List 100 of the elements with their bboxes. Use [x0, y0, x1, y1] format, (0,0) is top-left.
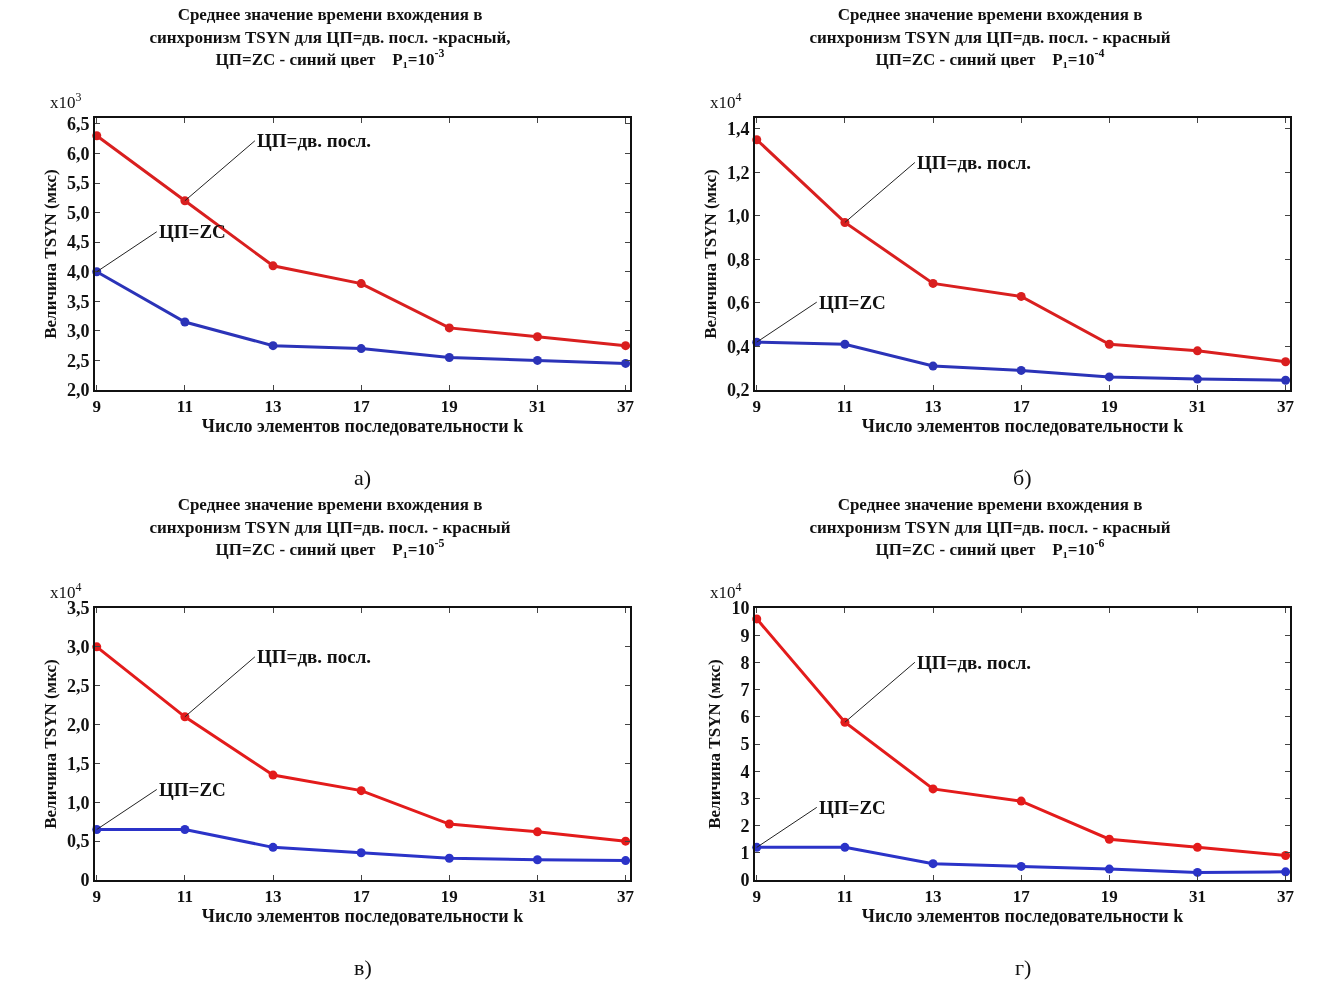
text: г)	[1015, 955, 1032, 980]
point	[1016, 291, 1026, 301]
point	[1104, 372, 1114, 382]
chart-title: Среднее значение времени вхождения в синхронизм TSYN для ЦП=дв. посл. - красный ЦП=ZC - синий цвет P₁=10$^{-6}$	[809, 495, 1171, 559]
point	[532, 355, 542, 365]
text: ЦП=дв. посл.	[257, 130, 372, 151]
point	[532, 332, 542, 342]
point	[356, 344, 366, 354]
x-axis-title: Число элементов последовательности k	[861, 906, 1184, 927]
x-tick-label: 13	[924, 887, 942, 907]
point	[621, 358, 631, 368]
text: ЦП=ZC	[159, 221, 226, 242]
point	[268, 261, 278, 271]
text: в)	[354, 955, 372, 980]
point	[356, 786, 366, 796]
x-tick-label: 17	[352, 397, 371, 417]
x-tick-label: 37	[617, 887, 635, 907]
x-tick-label: 13	[924, 397, 942, 417]
y-tick-label: 0	[740, 870, 750, 891]
y-tick-label: 0	[80, 870, 90, 891]
chart-title: Среднее значение времени вхождения в синхронизм TSYN для ЦП=дв. посл. - красный ЦП=ZC - синий цвет P₁=10$^{-5}$	[149, 495, 511, 559]
point	[532, 827, 542, 837]
y-tick-label: 1,0	[726, 206, 750, 227]
y-tick-label: 1,4	[726, 119, 750, 140]
y-tick-label: 2,5	[66, 676, 90, 697]
x-tick-label: 31	[528, 887, 546, 907]
x-tick-label: 11	[836, 397, 853, 417]
y-tick-label: 1,5	[66, 753, 90, 774]
point	[928, 361, 938, 371]
x-tick-label: 19	[440, 397, 458, 417]
y-tick-label: 6	[740, 707, 750, 728]
x-axis-title: Число элементов последовательности k	[201, 906, 524, 927]
series-label: ЦП=ZC	[819, 292, 886, 313]
y-tick-label: 3,0	[66, 321, 90, 342]
point	[1104, 339, 1114, 349]
y-tick-label: 3	[740, 788, 750, 809]
series-label: ЦП=ZC	[819, 797, 886, 818]
point	[444, 352, 454, 362]
x-tick-label: 17	[1012, 397, 1031, 417]
point	[1016, 796, 1026, 806]
point	[621, 856, 631, 866]
y-tick-label: 5	[740, 734, 750, 755]
x-tick-label: 37	[617, 397, 635, 417]
point	[1192, 867, 1202, 877]
point	[840, 842, 850, 852]
y-tick-label: 3,5	[66, 598, 90, 619]
y-tick-label: 5,5	[66, 173, 90, 194]
x-tick-label: 11	[176, 887, 193, 907]
point	[1281, 375, 1291, 385]
y-axis-title: Величина TSYN (мкс)	[700, 169, 720, 339]
point	[1016, 365, 1026, 375]
y-tick-label: 1	[740, 843, 750, 864]
y-tick-label: 4,0	[66, 262, 90, 283]
y-tick-label: 8	[740, 652, 750, 673]
y-tick-label: 5,0	[66, 202, 90, 223]
point	[356, 848, 366, 858]
x-tick-label: 11	[836, 887, 853, 907]
x-tick-label: 31	[1188, 887, 1206, 907]
y-tick-label: 0,5	[66, 831, 90, 852]
y-tick-label: 0,8	[726, 249, 750, 270]
y-axis-title: Величина TSYN (мкс)	[705, 659, 725, 829]
y-tick-label: 2,0	[66, 380, 90, 401]
y-tick-label: 0,4	[726, 336, 750, 357]
chart-title: Среднее значение времени вхождения в синхронизм TSYN для ЦП=дв. посл. - красный ЦП=ZC - синий цвет P₁=10$^{-4}$	[809, 5, 1171, 69]
x-axis-title: Число элементов последовательности k	[201, 416, 524, 437]
y-tick-label: 0,6	[726, 293, 750, 314]
text: ЦП=дв. посл.	[917, 152, 1032, 173]
x-tick-label: 37	[1277, 397, 1295, 417]
series-label: ЦП=ZC	[159, 779, 226, 800]
text: б)	[1013, 465, 1032, 490]
y-axis-title: Величина TSYN (мкс)	[40, 169, 60, 339]
x-tick-label: 11	[176, 397, 193, 417]
point	[180, 317, 190, 327]
point	[1281, 357, 1291, 367]
point	[928, 278, 938, 288]
point	[268, 341, 278, 351]
x-tick-label: 13	[264, 397, 282, 417]
point	[621, 341, 631, 351]
y-tick-label: 4	[740, 761, 750, 782]
point	[840, 339, 850, 349]
point	[532, 855, 542, 865]
point	[444, 853, 454, 863]
point	[1281, 851, 1291, 861]
point	[928, 784, 938, 794]
point	[356, 279, 366, 289]
y-tick-label: 9	[740, 625, 750, 646]
text: а)	[354, 465, 372, 490]
point	[928, 859, 938, 869]
y-axis-title: Величина TSYN (мкс)	[40, 659, 60, 829]
y-tick-label: 2	[740, 815, 750, 836]
y-tick-label: 7	[740, 679, 750, 700]
x-tick-label: 13	[264, 887, 282, 907]
text: x10$^{4}$	[710, 90, 742, 113]
point	[1281, 867, 1291, 877]
x-tick-label: 19	[440, 887, 458, 907]
y-tick-label: 2,5	[66, 350, 90, 371]
point	[1192, 842, 1202, 852]
text: ЦП=дв. посл.	[917, 652, 1032, 673]
point	[1104, 834, 1114, 844]
x-tick-label: 17	[352, 887, 371, 907]
